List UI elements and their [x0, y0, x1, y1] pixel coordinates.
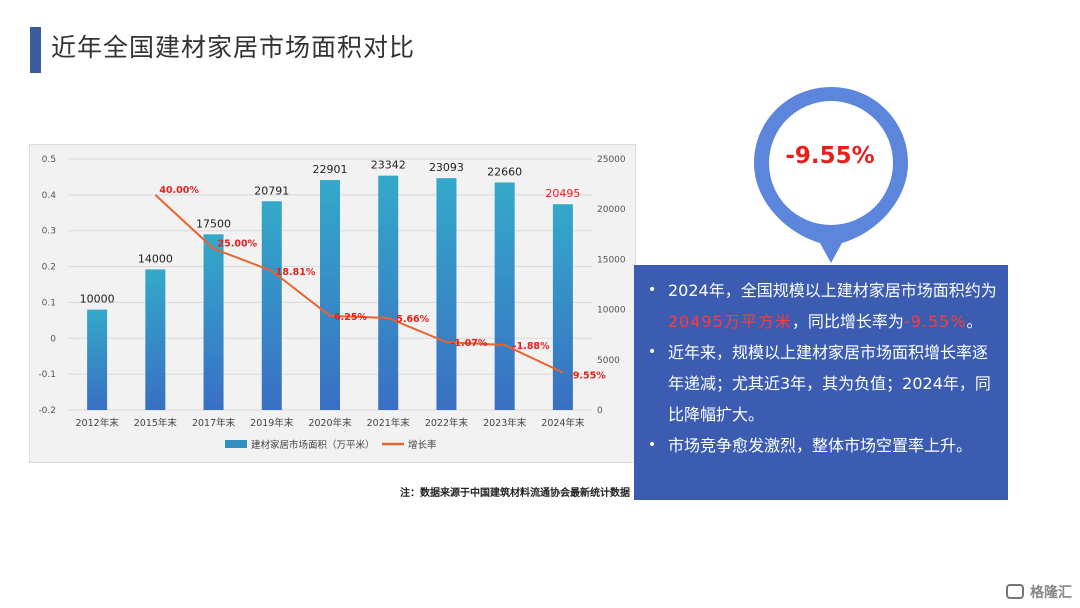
line-value-label: 5.66% — [396, 314, 429, 325]
bar-value-label: 22660 — [487, 165, 522, 178]
info-item-2: • 近年来，规模以上建材家居市场面积增长率逐年递减；尤其近3年，其为负值；202… — [642, 337, 1000, 430]
bullet-icon: • — [648, 437, 657, 453]
info-item-1-end: 。 — [966, 312, 983, 331]
info-item-1-area: 20495万平方米 — [668, 312, 792, 331]
bar — [436, 178, 457, 410]
bar-value-label: 10000 — [80, 293, 115, 306]
x-axis-label: 2024年末 — [541, 417, 585, 429]
info-item-1-rate: -9.55% — [903, 312, 967, 331]
right-axis-tick: 10000 — [597, 306, 626, 316]
info-item-1-mid: ，同比增长率为 — [791, 312, 904, 331]
location-pin-icon — [754, 87, 908, 263]
left-axis-tick: 0 — [50, 334, 56, 344]
legend-swatch-bar — [225, 440, 247, 448]
bar-value-label: 20791 — [254, 184, 289, 197]
legend-label-bar: 建材家居市场面积（万平米） — [251, 439, 375, 451]
right-axis-tick: 15000 — [597, 255, 626, 265]
x-axis-label: 2021年末 — [367, 417, 411, 429]
legend-label-line: 增长率 — [408, 439, 437, 451]
growth-rate-line — [154, 194, 564, 374]
bar-value-label: 17500 — [196, 217, 231, 230]
line-value-label: -1.88% — [513, 341, 550, 352]
x-axis-label: 2020年末 — [308, 417, 352, 429]
bar — [203, 234, 224, 410]
logo-text: 格隆汇 — [1030, 585, 1072, 601]
left-axis-tick: -0.2 — [38, 406, 56, 416]
left-axis-tick: -0.1 — [38, 370, 56, 380]
right-axis-tick: 5000 — [597, 356, 620, 366]
bar-value-label: 22901 — [313, 163, 348, 176]
bar — [320, 180, 340, 410]
left-axis-tick: 0.5 — [42, 155, 56, 165]
line-value-label: -9.55% — [569, 371, 606, 382]
right-axis-tick: 0 — [597, 406, 603, 416]
line-value-label: 40.00% — [159, 185, 199, 196]
brand-logo: 格隆汇 — [1006, 582, 1076, 602]
x-axis-label: 2015年末 — [134, 417, 178, 429]
info-item-1-text: 2024年，全国规模以上建材家居市场面积约为 — [668, 281, 997, 300]
info-item-3-text: 市场竞争愈发激烈，整体市场空置率上升。 — [668, 436, 973, 455]
bar-value-label: 23342 — [371, 159, 406, 172]
left-axis-tick: 0.3 — [42, 227, 56, 237]
info-item-3: • 市场竞争愈发激烈，整体市场空置率上升。 — [642, 430, 1000, 461]
x-axis-label: 2017年末 — [192, 417, 236, 429]
bar — [261, 201, 282, 410]
chart-panel: -0.2 -0.1 0 0.1 0.2 0.3 0.4 0.5 0 5000 10000 15000 2… — [29, 144, 636, 463]
title-accent-bar — [30, 27, 41, 73]
line-value-label: 6.25% — [334, 312, 367, 323]
bar-value-label: 14000 — [138, 252, 173, 265]
bar — [552, 204, 573, 410]
x-axis-label: 2012年末 — [76, 417, 120, 429]
bullet-icon: • — [648, 282, 657, 298]
right-axis-tick: 20000 — [597, 205, 626, 215]
x-axis-label: 2023年末 — [483, 417, 527, 429]
x-axis-label: 2019年末 — [250, 417, 294, 429]
right-axis-tick: 25000 — [597, 155, 626, 165]
bar — [145, 269, 166, 410]
left-axis-tick: 0.2 — [42, 263, 56, 273]
line-value-label: 18.81% — [276, 267, 316, 278]
x-axis-label: 2022年末 — [425, 417, 469, 429]
bar — [378, 175, 399, 410]
bullet-icon: • — [648, 344, 657, 360]
combo-chart: -0.2 -0.1 0 0.1 0.2 0.3 0.4 0.5 0 5000 10000 15000 2… — [38, 155, 626, 451]
info-box: • 2024年，全国规模以上建材家居市场面积约为 20495万平方米，同比增长率为… — [634, 265, 1008, 500]
bar-value-label: 23093 — [429, 161, 464, 174]
left-axis-tick: 0.1 — [42, 298, 56, 308]
bar — [87, 309, 108, 410]
info-item-1: • 2024年，全国规模以上建材家居市场面积约为 20495万平方米，同比增长率为… — [642, 275, 1000, 337]
callout-value: -9.55% — [785, 143, 875, 169]
source-note: 注：数据来源于中国建筑材料流通协会最新统计数据 — [400, 488, 630, 499]
line-value-label: 25.00% — [218, 239, 258, 250]
page-title: 近年全国建材家居市场面积对比 — [51, 33, 416, 62]
logo-mark-icon — [1006, 584, 1024, 599]
left-axis-tick: 0.4 — [42, 191, 57, 201]
bar — [494, 182, 515, 410]
line-value-label: -1.07% — [450, 338, 487, 349]
info-item-2-text: 近年来，规模以上建材家居市场面积增长率逐年递减；尤其近3年，其为负值；2024年… — [668, 343, 991, 424]
bar-value-label: 20495 — [545, 187, 580, 200]
